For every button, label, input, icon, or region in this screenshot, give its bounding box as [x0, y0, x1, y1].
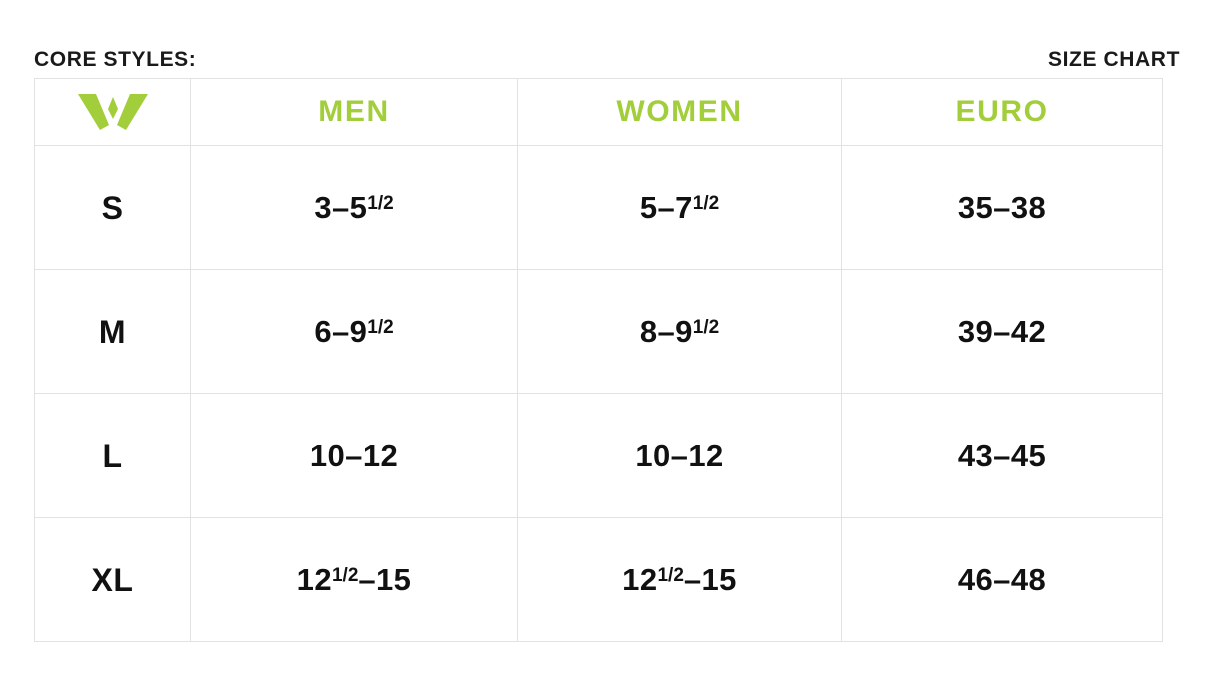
men-value-cell: 10–12 — [190, 393, 518, 518]
column-header-men: MEN — [190, 78, 518, 146]
table-row: S 3–51/2 5–71/2 35–38 — [34, 145, 1163, 270]
euro-value: 35–38 — [957, 190, 1047, 225]
column-header-men-label: MEN — [318, 95, 390, 128]
size-label-cell: M — [34, 269, 191, 394]
column-header-euro: EURO — [841, 78, 1163, 146]
table-header: MEN WOMEN EURO — [34, 78, 1163, 146]
women-value-cell: 10–12 — [517, 393, 842, 518]
table-row: M 6–91/2 8–91/2 39–42 — [34, 269, 1163, 394]
women-value: 8–91/2 — [639, 314, 720, 349]
men-value: 3–51/2 — [314, 190, 394, 225]
fraction: 1/2 — [692, 317, 720, 338]
men-value-cell: 3–51/2 — [190, 145, 518, 270]
brand-w-logo-icon — [76, 92, 150, 132]
euro-value: 43–45 — [957, 438, 1047, 473]
size-label-cell: L — [34, 393, 191, 518]
size-label: XL — [91, 561, 134, 598]
women-value: 5–71/2 — [639, 190, 720, 225]
men-value-cell: 121/2–15 — [190, 517, 518, 642]
fraction: 1/2 — [692, 193, 720, 214]
size-label: S — [101, 189, 124, 226]
fraction: 1/2 — [657, 565, 684, 586]
brand-logo-cell — [34, 78, 191, 146]
euro-value-cell: 43–45 — [841, 393, 1163, 518]
table-row: L 10–12 10–12 43–45 — [34, 393, 1163, 518]
size-chart-caption: SIZE CHART — [1048, 48, 1180, 71]
women-value-cell: 5–71/2 — [517, 145, 842, 270]
men-value: 121/2–15 — [296, 562, 412, 597]
euro-value: 39–42 — [957, 314, 1047, 349]
core-styles-caption: CORE STYLES: — [34, 48, 197, 71]
table-body: S 3–51/2 5–71/2 35–38 M 6–91/2 — [34, 145, 1163, 642]
women-value: 121/2–15 — [622, 562, 737, 597]
euro-value-cell: 46–48 — [841, 517, 1163, 642]
table-row: XL 121/2–15 121/2–15 46–48 — [34, 517, 1163, 642]
euro-value: 46–48 — [957, 562, 1047, 597]
euro-value-cell: 35–38 — [841, 145, 1163, 270]
column-header-women: WOMEN — [517, 78, 842, 146]
size-label: L — [102, 437, 123, 474]
men-value: 10–12 — [309, 438, 399, 473]
size-label: M — [98, 313, 127, 350]
size-label-cell: S — [34, 145, 191, 270]
column-header-women-label: WOMEN — [616, 95, 743, 128]
fraction: 1/2 — [367, 193, 394, 214]
men-value-cell: 6–91/2 — [190, 269, 518, 394]
women-value: 10–12 — [635, 438, 724, 473]
fraction: 1/2 — [331, 565, 359, 586]
women-value-cell: 121/2–15 — [517, 517, 842, 642]
euro-value-cell: 39–42 — [841, 269, 1163, 394]
header-row: MEN WOMEN EURO — [34, 78, 1163, 146]
caption-row: CORE STYLES: SIZE CHART — [34, 0, 1180, 78]
column-header-euro-label: EURO — [955, 95, 1049, 128]
fraction: 1/2 — [367, 317, 394, 338]
men-value: 6–91/2 — [314, 314, 394, 349]
size-chart-table: MEN WOMEN EURO S 3–51/2 5–71/2 — [34, 78, 1163, 642]
size-label-cell: XL — [34, 517, 191, 642]
women-value-cell: 8–91/2 — [517, 269, 842, 394]
